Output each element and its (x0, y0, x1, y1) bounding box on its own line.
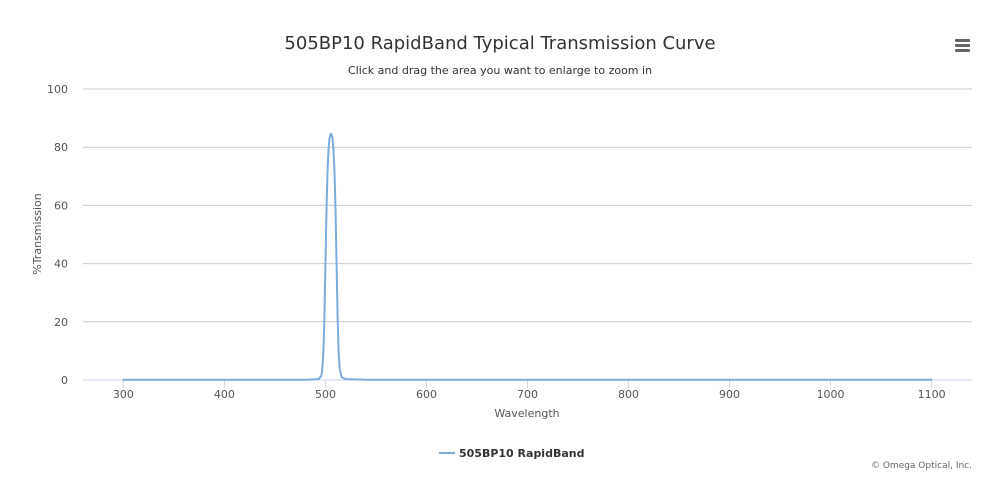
x-tick-label: 700 (517, 388, 538, 401)
y-tick-label: 20 (54, 316, 68, 329)
x-tick-label: 900 (719, 388, 740, 401)
y-tick-label: 100 (47, 83, 68, 96)
hamburger-menu-icon (955, 39, 970, 52)
x-tick-label: 600 (416, 388, 437, 401)
axes: 0 20 40 60 80 100 300 400 500 600 700 800 900 1000 110… (47, 83, 972, 401)
grid (83, 88, 972, 323)
legend-item[interactable]: 505BP10 RapidBand (439, 447, 584, 460)
x-tick-label: 800 (618, 388, 639, 401)
chart-menu-button[interactable] (950, 34, 976, 56)
y-tick-label: 80 (54, 141, 68, 154)
chart-title: 505BP10 RapidBand Typical Transmission C… (284, 33, 715, 54)
series-layer[interactable] (122, 133, 933, 381)
legend[interactable]: 505BP10 RapidBand (439, 447, 584, 460)
series-line[interactable] (122, 133, 933, 381)
y-tick-label: 60 (54, 199, 68, 212)
x-tick-label: 1100 (918, 388, 946, 401)
credits[interactable]: © Omega Optical, Inc. (871, 461, 972, 471)
chart-subtitle: Click and drag the area you want to enla… (348, 64, 652, 77)
x-tick-label: 500 (315, 388, 336, 401)
y-axis-label: %Transmission (31, 193, 44, 275)
x-tick-label: 1000 (817, 388, 845, 401)
y-tick-label: 40 (54, 258, 68, 271)
y-tick-label: 0 (61, 374, 68, 387)
x-tick-label: 400 (214, 388, 235, 401)
x-tick-label: 300 (113, 388, 134, 401)
legend-label: 505BP10 RapidBand (459, 447, 584, 460)
x-axis-label: Wavelength (494, 407, 559, 420)
